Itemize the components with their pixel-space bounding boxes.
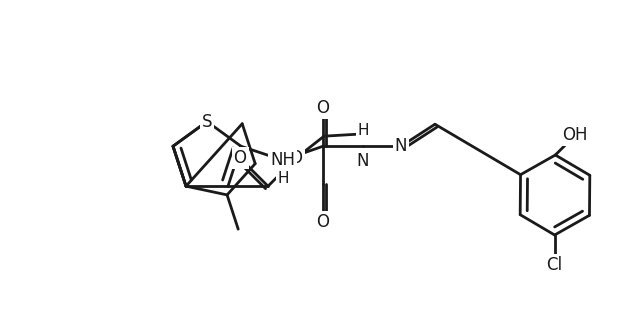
Text: O: O — [234, 149, 246, 167]
Text: S: S — [202, 113, 212, 131]
Text: H: H — [277, 171, 289, 186]
Text: Cl: Cl — [547, 256, 563, 274]
Text: H: H — [357, 123, 369, 138]
Text: O: O — [316, 99, 330, 117]
Text: O: O — [316, 213, 330, 231]
Text: N: N — [395, 137, 407, 155]
Text: N: N — [356, 152, 369, 170]
Text: OH: OH — [563, 126, 588, 144]
Text: O: O — [289, 149, 303, 167]
Text: NH: NH — [271, 151, 296, 169]
